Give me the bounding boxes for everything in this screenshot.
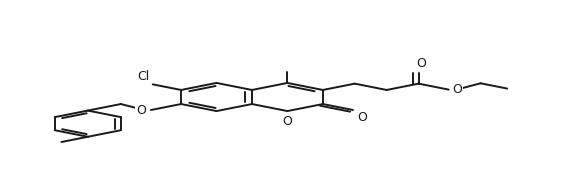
- Text: O: O: [452, 83, 462, 96]
- Text: O: O: [357, 111, 368, 124]
- Text: O: O: [283, 114, 292, 127]
- Text: O: O: [416, 57, 427, 70]
- Text: O: O: [137, 104, 147, 117]
- Text: Cl: Cl: [138, 70, 150, 83]
